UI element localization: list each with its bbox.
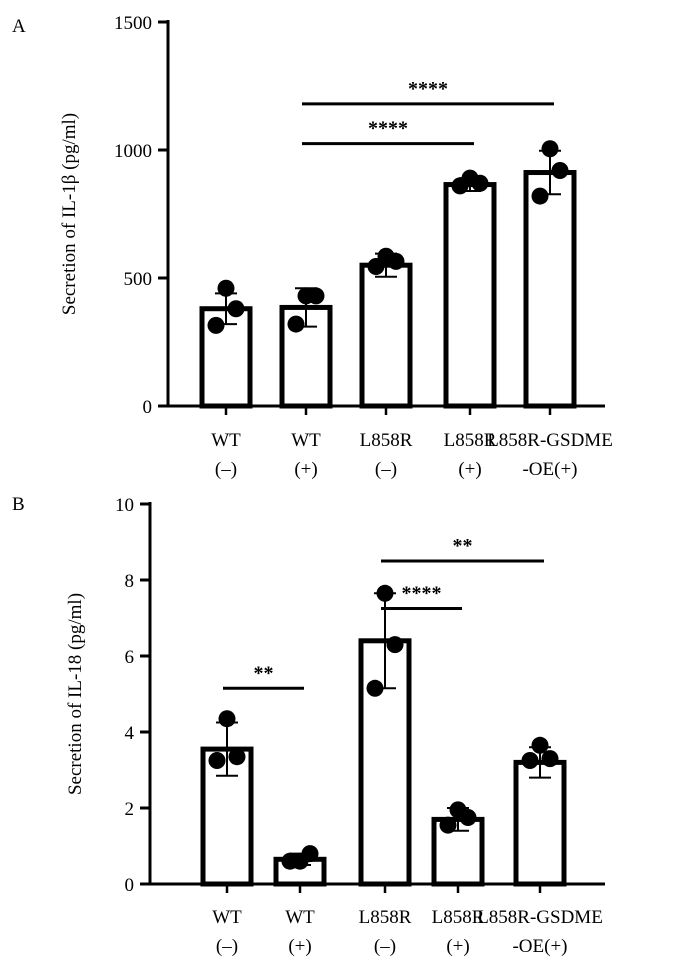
- data-point: [386, 636, 404, 654]
- x-tick-label: WT: [211, 430, 241, 451]
- y-tick-label: 0: [125, 875, 135, 896]
- y-axis-label: Secretion of IL-1β (pg/ml): [59, 113, 80, 315]
- y-tick-label: 0: [143, 397, 153, 418]
- data-point: [471, 174, 489, 192]
- x-tick-label-sub: -OE(+): [522, 459, 577, 480]
- data-point: [541, 750, 559, 768]
- panel-a-label: A: [12, 16, 26, 37]
- y-tick-label: 8: [125, 571, 135, 592]
- y-tick-label: 10: [115, 495, 134, 516]
- data-point: [387, 252, 405, 270]
- data-point: [301, 845, 319, 863]
- data-point: [376, 584, 394, 602]
- chart-il18: 0 2 4 6 8 10 Secretion of IL-18 (pg/ml) WT (–) WT…: [65, 495, 605, 957]
- significance-label: **: [254, 662, 274, 684]
- data-point: [218, 710, 236, 728]
- x-tick-label-sub: (–): [216, 936, 238, 957]
- y-tick-label: 4: [125, 723, 135, 744]
- y-tick-label: 6: [125, 647, 135, 668]
- y-tick-label: 1000: [114, 141, 152, 162]
- y-tick-label: 2: [125, 799, 135, 820]
- x-tick-label: L858R: [444, 430, 497, 451]
- data-point: [459, 809, 477, 826]
- data-point: [541, 140, 559, 158]
- y-axis-label: Secretion of IL-18 (pg/ml): [65, 593, 86, 795]
- significance-label: ****: [402, 583, 442, 605]
- y-tick-label: 500: [124, 269, 153, 290]
- x-tick-label: L858R: [360, 430, 413, 451]
- x-tick-label: WT: [285, 907, 315, 928]
- x-tick-label-sub: (–): [374, 936, 396, 957]
- x-tick-label: L858R-GSDME: [477, 907, 603, 928]
- data-point: [281, 852, 299, 870]
- data-point: [531, 187, 549, 205]
- x-tick-label: WT: [212, 907, 242, 928]
- bar: [523, 170, 577, 409]
- bar: [513, 759, 567, 887]
- x-tick-label-sub: (–): [215, 459, 237, 480]
- data-point: [207, 316, 225, 334]
- data-point: [208, 752, 226, 769]
- x-tick-label-sub: -OE(+): [512, 936, 567, 957]
- data-point: [451, 177, 469, 195]
- data-point: [367, 257, 385, 275]
- data-point: [287, 315, 305, 333]
- x-tick-label-sub: (+): [288, 936, 311, 957]
- x-tick-label-sub: (+): [294, 459, 317, 480]
- significance-label: ****: [368, 118, 408, 140]
- data-point: [551, 161, 569, 179]
- panel-b-label: B: [12, 494, 25, 515]
- data-point: [366, 679, 384, 697]
- x-tick-label: WT: [291, 430, 321, 451]
- chart-il1b: 0 500 1000 1500 Secretion of IL-1β (pg/ml) WT…: [59, 13, 613, 480]
- data-point: [439, 816, 457, 834]
- x-tick-label-sub: (–): [375, 459, 397, 480]
- bar: [443, 182, 497, 409]
- x-tick-label: L858R: [432, 907, 485, 928]
- data-point: [521, 752, 539, 769]
- x-tick-label: L858R-GSDME: [487, 430, 613, 451]
- bar: [359, 262, 413, 409]
- data-point: [228, 748, 246, 766]
- data-point: [307, 287, 325, 305]
- x-tick-label-sub: (+): [446, 936, 469, 957]
- x-tick-label-sub: (+): [458, 459, 481, 480]
- significance-label: ****: [408, 78, 448, 100]
- y-tick-label: 1500: [114, 13, 152, 34]
- x-tick-label: L858R: [359, 907, 412, 928]
- data-point: [531, 736, 549, 754]
- significance-label: **: [453, 535, 473, 557]
- data-point: [217, 279, 235, 297]
- data-point: [227, 300, 245, 318]
